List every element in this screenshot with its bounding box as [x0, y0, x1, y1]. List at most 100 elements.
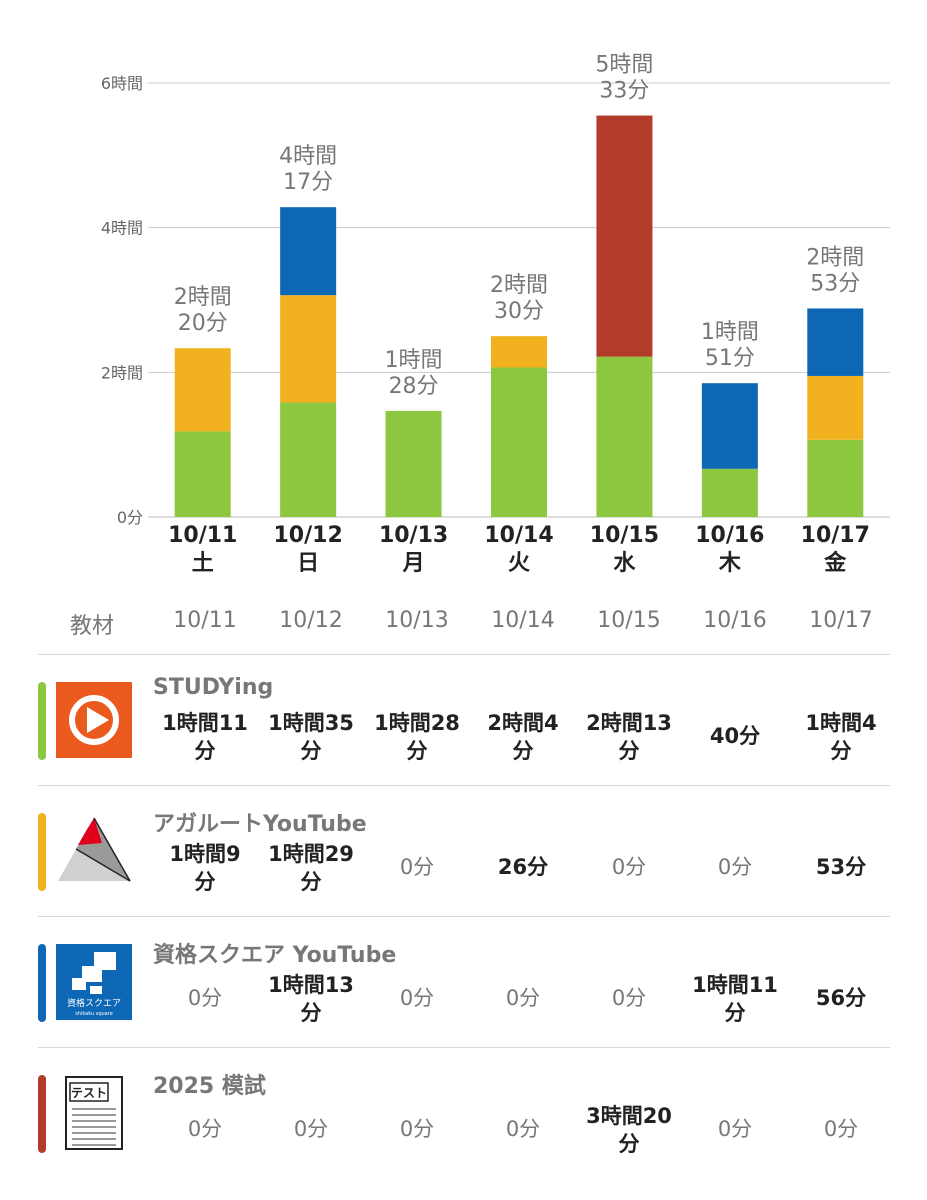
bar-segment	[385, 410, 442, 517]
bar-segment	[491, 367, 547, 517]
material-row: 資格スクエア shikaku square 資格スクエア YouTube 0分 1時間1…	[38, 916, 890, 1047]
time-cell: 0分	[399, 855, 435, 879]
time-cell: 1時間9 分	[169, 842, 241, 894]
bar-segment	[280, 295, 337, 403]
time-cell: 1時間4 分	[805, 711, 877, 763]
header-date: 10/17	[809, 608, 873, 633]
x-tick-label: 10/16	[695, 523, 764, 548]
studying-play-icon	[56, 682, 132, 758]
material-row: テスト 2025 模試 0分 0分 0分 0分 3時間20 分 0分 0分	[38, 1047, 890, 1194]
time-cell: 26分	[497, 855, 549, 879]
x-tick-weekday: 火	[508, 551, 530, 576]
y-tick-label: 6時間	[101, 74, 143, 93]
bar-total-label: 2時間	[174, 285, 232, 310]
time-cell: 0分	[399, 986, 435, 1010]
bar-total-label: 2時間	[490, 273, 548, 298]
time-cell: 0分	[611, 855, 647, 879]
y-tick-label: 4時間	[101, 219, 143, 238]
time-cell: 1時間11 分	[692, 973, 778, 1025]
x-tick-weekday: 水	[613, 551, 636, 576]
time-cell: 40分	[709, 724, 761, 748]
material-row: アガルートYouTube 1時間9 分 1時間29 分 0分 26分 0分 0分 53分	[38, 785, 890, 916]
bar-total-label: 2時間	[806, 245, 864, 270]
bar-segment	[596, 115, 653, 357]
series-color-indicator	[38, 1075, 46, 1153]
bar-segment	[807, 308, 864, 376]
bar-total-label: 53分	[810, 271, 860, 296]
time-cell: 0分	[293, 1117, 329, 1141]
time-cell: 3時間20 分	[586, 1104, 672, 1156]
shikaku-square-icon: 資格スクエア shikaku square	[56, 944, 132, 1020]
material-title: 2025 模試	[153, 1074, 266, 1099]
stacked-bar-chart: 0分2時間4時間6時間2時間20分10/11土4時間17分10/12日1時間28…	[101, 53, 890, 576]
bar-segment	[174, 348, 231, 432]
bar-segment	[701, 468, 758, 517]
bar-segment	[807, 439, 864, 517]
material-title: STUDYing	[153, 675, 274, 700]
time-cell: 0分	[717, 1117, 753, 1141]
bar-total-label: 5時間	[595, 53, 653, 78]
bar-segment	[596, 356, 653, 517]
time-cell: 53分	[815, 855, 867, 879]
x-tick-weekday: 土	[192, 551, 214, 576]
time-cell: 1時間13 分	[268, 973, 354, 1025]
header-date: 10/11	[173, 608, 237, 633]
agaroot-triangle-icon	[56, 813, 132, 889]
table-header: 教材 10/11 10/12 10/13 10/14 10/15 10/16 1…	[0, 600, 927, 650]
x-tick-weekday: 木	[718, 551, 742, 576]
time-cell: 0分	[187, 1117, 223, 1141]
x-tick-label: 10/12	[274, 523, 343, 548]
time-cell: 0分	[187, 986, 223, 1010]
x-tick-label: 10/14	[484, 523, 553, 548]
bar-segment	[280, 402, 337, 517]
time-cell: 0分	[399, 1117, 435, 1141]
time-cell: 56分	[815, 986, 867, 1010]
time-cell: 2時間13 分	[586, 711, 672, 763]
bar-segment	[174, 431, 231, 517]
bar-total-label: 1時間	[701, 320, 759, 345]
header-date: 10/13	[385, 608, 449, 633]
series-color-indicator	[38, 944, 46, 1022]
time-cell: 0分	[505, 986, 541, 1010]
time-cell: 0分	[823, 1117, 859, 1141]
icon-subcaption: shikaku square	[75, 1011, 113, 1017]
icon-caption: テスト	[71, 1086, 107, 1100]
bar-segment	[701, 383, 758, 469]
material-title: 資格スクエア YouTube	[153, 943, 397, 968]
bar-segment	[807, 375, 864, 440]
time-cell: 0分	[505, 1117, 541, 1141]
bar-total-label: 51分	[705, 346, 755, 371]
material-row: STUDYing 1時間11 分 1時間35 分 1時間28 分 2時間4 分 2時間13 分 40分…	[38, 654, 890, 785]
bar-total-label: 17分	[283, 170, 333, 195]
header-date: 10/12	[279, 608, 343, 633]
series-color-indicator	[38, 813, 46, 891]
time-cell: 0分	[611, 986, 647, 1010]
x-tick-label: 10/13	[379, 523, 448, 548]
bar-total-label: 20分	[178, 311, 228, 336]
time-cell: 2時間4 分	[487, 711, 559, 763]
time-cell: 0分	[717, 855, 753, 879]
y-tick-label: 2時間	[101, 363, 143, 382]
x-tick-label: 10/17	[801, 523, 870, 548]
y-tick-label: 0分	[117, 508, 143, 527]
bar-segment	[491, 336, 547, 368]
header-label: 教材	[70, 614, 115, 639]
bar-total-label: 30分	[494, 299, 544, 324]
time-cell: 1時間35 分	[268, 711, 354, 763]
material-title: アガルートYouTube	[153, 812, 367, 837]
header-date: 10/16	[703, 608, 767, 633]
series-color-indicator	[38, 682, 46, 760]
x-tick-weekday: 月	[402, 551, 425, 576]
header-date: 10/15	[597, 608, 661, 633]
test-paper-icon: テスト	[56, 1075, 132, 1151]
x-tick-weekday: 金	[823, 550, 847, 576]
bar-total-label: 1時間	[385, 348, 443, 373]
time-cell: 1時間29 分	[268, 842, 354, 894]
bar-total-label: 28分	[389, 374, 439, 399]
bar-segment	[280, 207, 337, 296]
x-tick-label: 10/11	[168, 523, 237, 548]
time-cell: 1時間11 分	[162, 711, 248, 763]
x-tick-weekday: 日	[297, 551, 319, 576]
x-tick-label: 10/15	[590, 523, 659, 548]
bar-total-label: 33分	[599, 79, 649, 104]
